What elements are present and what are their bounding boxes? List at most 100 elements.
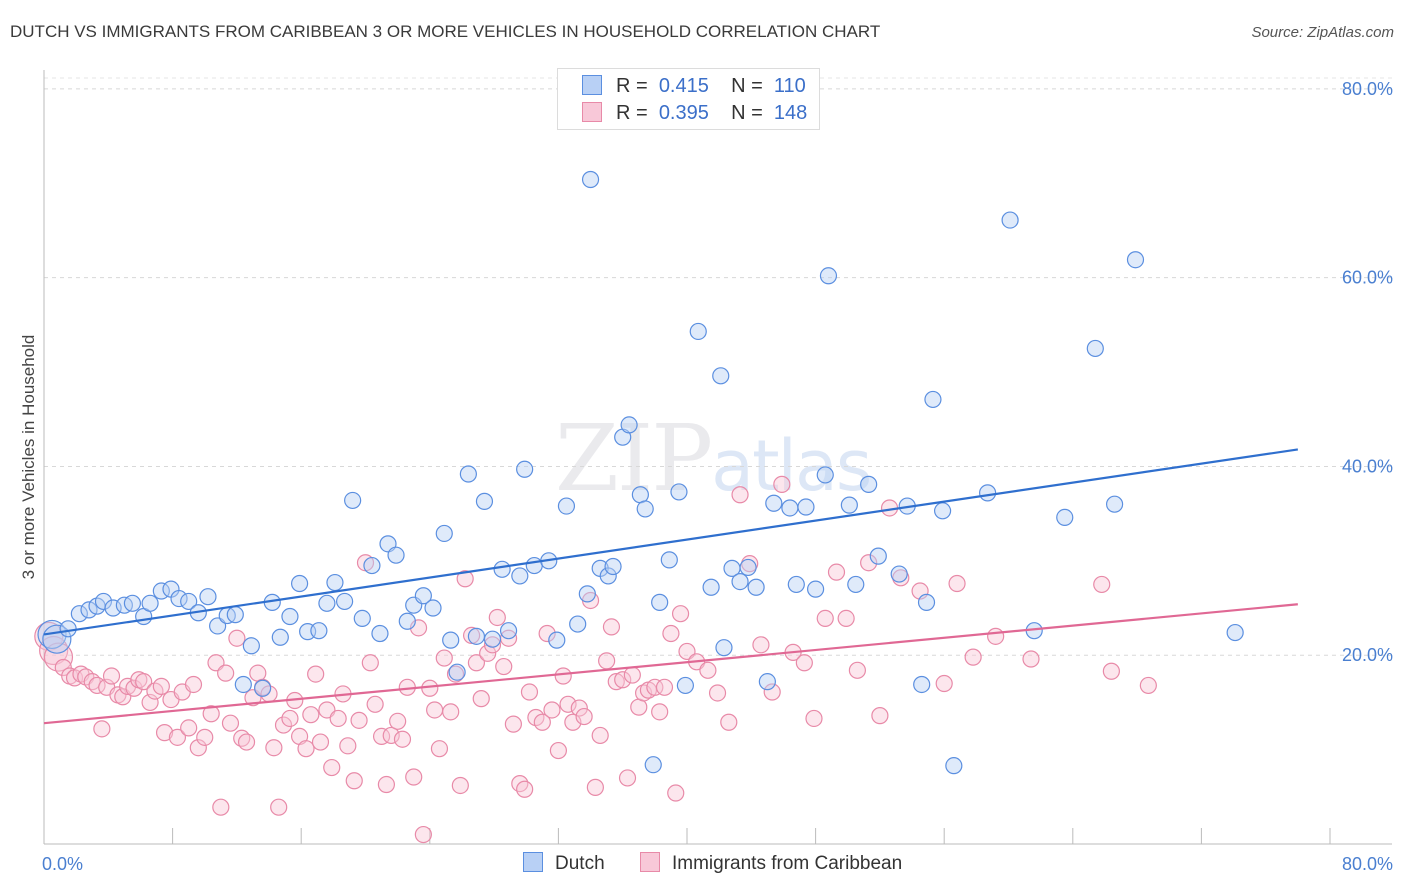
dutch-point (424, 599, 442, 617)
bottom-legend-swatch-blue (523, 852, 543, 872)
dutch-point (670, 483, 688, 501)
caribbean-point (382, 726, 400, 745)
y-tick-label: 60.0% (1342, 268, 1393, 288)
dutch-point (459, 465, 477, 483)
dutch-point (59, 620, 77, 638)
dutch-point (979, 484, 997, 502)
caribbean-point (602, 618, 621, 636)
dutch-point (548, 631, 566, 649)
y-tick-label: 20.0% (1342, 645, 1393, 665)
dutch-point (620, 416, 638, 434)
caribbean-point (935, 674, 953, 693)
dutch-point (199, 588, 217, 606)
y-tick-label: 40.0% (1342, 456, 1393, 476)
dutch-point (578, 585, 596, 603)
dutch-point (281, 607, 299, 626)
caribbean-point (964, 648, 982, 666)
caribbean-point (339, 737, 357, 755)
caribbean-point (451, 776, 469, 795)
chart-title: DUTCH VS IMMIGRANTS FROM CARIBBEAN 3 OR … (10, 22, 881, 41)
caribbean-point (366, 695, 384, 713)
caribbean-point (1102, 662, 1120, 680)
caribbean-point (559, 695, 577, 713)
bottom-legend-swatch-pink (640, 852, 660, 872)
bottom-legend-caribbean: Immigrants from Caribbean (640, 852, 902, 875)
dutch-point (442, 631, 460, 649)
dutch-point (180, 592, 198, 611)
caribbean-point (816, 609, 834, 628)
dutch-point (318, 594, 336, 612)
legend-n-label: N = (731, 75, 763, 97)
caribbean-point (442, 703, 460, 721)
dutch-point (271, 628, 289, 646)
x-tick-label: 0.0% (42, 854, 83, 874)
caribbean-point (948, 574, 966, 593)
caribbean-point (987, 627, 1005, 645)
dutch-point (353, 609, 371, 628)
caribbean-point (281, 709, 299, 728)
dutch-point (797, 498, 815, 516)
dutch-point (448, 663, 466, 681)
caribbean-point (533, 713, 551, 731)
caribbean-point (543, 701, 561, 719)
caribbean-point (155, 724, 174, 742)
caribbean-point (591, 726, 609, 745)
caribbean-point (618, 769, 637, 787)
caribbean-point (125, 679, 143, 697)
caribbean-point (708, 684, 727, 702)
dutch-point (651, 593, 669, 611)
caribbean-point (274, 716, 293, 734)
dutch-point (806, 580, 825, 598)
dutch-point (890, 565, 908, 583)
caribbean-point (549, 741, 568, 760)
legend-swatch-blue (582, 75, 602, 95)
caribbean-point (848, 661, 866, 679)
caribbean-point (667, 784, 685, 802)
caribbean-point (414, 825, 432, 844)
caribbean-point (554, 667, 572, 685)
caribbean-point (1022, 650, 1040, 668)
caribbean-point (504, 715, 522, 733)
caribbean-point (488, 608, 506, 627)
caribbean-point (361, 654, 379, 672)
caribbean-point (297, 740, 315, 758)
caribbean-point (93, 720, 111, 738)
caribbean-point (430, 740, 449, 758)
axes (43, 70, 1392, 845)
dutch-point (945, 757, 963, 775)
caribbean-point (598, 652, 616, 670)
dutch-point (483, 630, 502, 648)
legend-row-dutch: R = 0.415 N = 110 (582, 75, 806, 99)
legend: R = 0.415 N = 110 R = 0.395 N = 148 (557, 68, 820, 130)
dutch-point (525, 556, 543, 575)
legend-row-caribbean: R = 0.395 N = 148 (582, 102, 807, 126)
dutch-point (516, 460, 534, 478)
source-label: Source: ZipAtlas.com (1251, 24, 1394, 41)
caribbean-point (405, 768, 423, 786)
dutch-point (290, 574, 309, 593)
caribbean-trend-line (43, 603, 1298, 725)
dutch-point (731, 572, 749, 591)
tick-labels: 20.0% 40.0% 60.0% 80.0% 0.0% 80.0% 3 or more V… (19, 79, 1393, 874)
caribbean-point (196, 728, 214, 746)
caribbean-point (212, 798, 230, 816)
caribbean-point (671, 605, 690, 623)
caribbean-point (795, 654, 813, 672)
dutch-point (70, 605, 88, 623)
bottom-legend-label: Immigrants from Caribbean (672, 853, 903, 874)
caribbean-point (467, 654, 486, 672)
caribbean-point (426, 701, 444, 719)
caribbean-point (270, 798, 288, 816)
caribbean-point (393, 730, 412, 748)
dutch-point (604, 557, 622, 576)
dutch-point (660, 551, 678, 569)
dutch-point (739, 558, 757, 577)
dutch-point (676, 676, 694, 695)
caribbean-point (152, 677, 170, 695)
bottom-legend-dutch: Dutch (523, 852, 605, 875)
dutch-point (326, 573, 344, 592)
dutch-point (1086, 339, 1104, 358)
dutch-point (1126, 251, 1145, 269)
dutch-point (94, 592, 113, 611)
dutch-point (1226, 623, 1244, 642)
